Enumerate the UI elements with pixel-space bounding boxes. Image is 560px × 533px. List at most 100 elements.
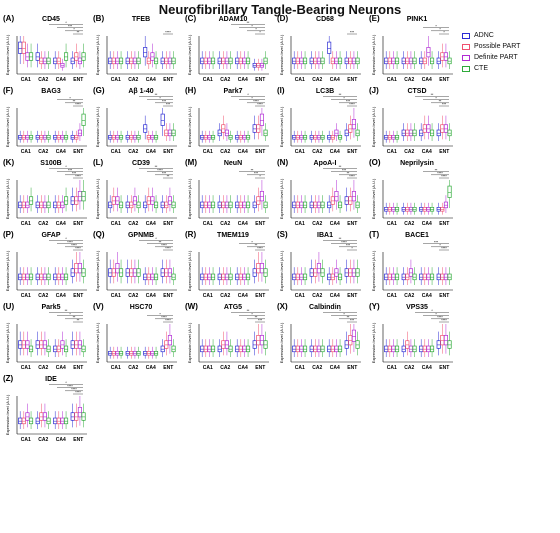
x-tick-label: CA1 <box>295 77 305 83</box>
significance-label: *** <box>346 244 351 248</box>
box-definite-part <box>25 412 30 421</box>
significance-label: **** <box>253 100 259 104</box>
box-adnc <box>143 47 148 58</box>
box-definite-part <box>25 340 30 349</box>
x-tick-label: CA4 <box>238 293 248 299</box>
panel-title: CD68 <box>316 16 334 23</box>
significance-label: **** <box>349 103 355 107</box>
x-tick-label: CA4 <box>146 365 156 371</box>
legend-item: Possible PART <box>462 41 560 52</box>
significance-label: **** <box>71 388 77 392</box>
significance-label: **** <box>257 103 263 107</box>
x-tick-label: CA2 <box>404 293 414 299</box>
significance-label: * <box>65 381 67 385</box>
box-cte <box>119 268 124 277</box>
panel-letter: (R) <box>185 230 196 239</box>
panel-pink1: (E) PINK1 Expression level (A.U.) CA1 CA2 CA4… <box>369 14 453 83</box>
panel-title: GFAP <box>41 232 60 239</box>
box-cte <box>81 268 86 277</box>
panel-letter: (F) <box>3 86 14 95</box>
x-tick-label: ENT <box>255 149 265 155</box>
panel-title: IDE <box>45 376 57 383</box>
x-tick-label: CA2 <box>312 221 322 227</box>
significance-label: ** <box>431 93 434 97</box>
box-definite-part <box>77 407 82 418</box>
significance-label: ** <box>251 168 254 172</box>
x-tick-label: ENT <box>347 221 357 227</box>
significance-label: * <box>247 93 249 97</box>
panel-title: BACE1 <box>405 232 429 239</box>
significance-label: * <box>259 175 261 179</box>
y-axis-label: Expression level (A.U.) <box>371 250 376 291</box>
y-axis-label: Expression level (A.U.) <box>279 34 284 75</box>
x-tick-label: ENT <box>73 437 83 443</box>
panel-title: IBA1 <box>317 232 333 239</box>
x-tick-label: CA2 <box>128 149 138 155</box>
box-possible-part <box>74 412 79 421</box>
y-axis-label: Expression level (A.U.) <box>371 106 376 147</box>
x-tick-label: CA2 <box>312 149 322 155</box>
box-possible-part <box>330 196 335 205</box>
box-adnc <box>70 340 75 349</box>
panel-title: HSC70 <box>130 304 153 311</box>
significance-label: **** <box>441 247 447 251</box>
panel-letter: (K) <box>3 158 14 167</box>
box-adnc <box>35 52 40 61</box>
box-adnc <box>35 340 40 349</box>
box-adnc <box>309 268 314 277</box>
x-tick-label: CA1 <box>387 293 397 299</box>
box-definite-part <box>259 113 264 126</box>
y-axis-label: Expression level (A.U.) <box>5 322 10 363</box>
x-tick-label: CA1 <box>21 221 31 227</box>
panel-title: PINK1 <box>407 16 428 23</box>
significance-label: * <box>159 312 161 316</box>
box-cte <box>81 191 86 202</box>
significance-label: * <box>251 96 253 100</box>
x-tick-label: CA4 <box>56 149 66 155</box>
box-definite-part <box>77 340 82 349</box>
y-axis-label: Expression level (A.U.) <box>187 250 192 291</box>
significance-label: **** <box>437 172 443 176</box>
panel-title: Park7 <box>223 88 242 95</box>
panel-letter: (O) <box>369 158 381 167</box>
box-adnc <box>125 268 130 277</box>
y-axis-label: Expression level (A.U.) <box>95 178 100 219</box>
x-tick-label: CA2 <box>220 149 230 155</box>
significance-label: * <box>339 309 341 313</box>
y-axis-label: Expression level (A.U.) <box>371 34 376 75</box>
significance-label: ** <box>347 172 350 176</box>
box-definite-part <box>60 340 65 349</box>
x-tick-label: ENT <box>255 77 265 83</box>
significance-label: ** <box>435 168 438 172</box>
box-possible-part <box>256 263 261 274</box>
box-possible-part <box>39 340 44 349</box>
x-tick-label: CA4 <box>422 293 432 299</box>
panel-letter: (S) <box>277 230 288 239</box>
box-possible-part <box>313 268 318 277</box>
box-possible-part <box>348 335 353 346</box>
box-definite-part <box>167 268 172 277</box>
panel-title: CD39 <box>132 160 150 167</box>
box-definite-part <box>334 191 339 202</box>
x-tick-label: CA1 <box>21 365 31 371</box>
panel-title: ApoA-I <box>314 160 337 167</box>
panel-ctsd: (J) CTSD Expression level (A.U.) CA1 CA2 CA4 E… <box>369 86 453 155</box>
box-definite-part <box>42 340 47 349</box>
significance-label: **** <box>341 240 347 244</box>
legend-label: CTE <box>474 65 488 72</box>
x-tick-label: CA2 <box>404 365 414 371</box>
panel-bag3: (F) BAG3 Expression level (A.U.) CA1 CA2 CA4 E… <box>3 86 87 155</box>
significance-label: **** <box>75 175 81 179</box>
box-cte <box>81 52 86 61</box>
x-tick-label: CA4 <box>330 293 340 299</box>
box-adnc <box>436 340 441 349</box>
x-tick-label: CA4 <box>56 293 66 299</box>
x-tick-label: CA4 <box>422 149 432 155</box>
panel-hsc70: (V) HSC70 Expression level (A.U.) CA1 CA2 CA4… <box>93 302 177 371</box>
x-tick-label: CA1 <box>21 77 31 83</box>
box-definite-part <box>224 340 229 349</box>
box-possible-part <box>440 335 445 346</box>
figure-title: Neurofibrillary Tangle-Bearing Neurons <box>158 2 402 17</box>
panel-letter: (A) <box>3 14 14 23</box>
y-axis-label: Expression level (A.U.) <box>5 34 10 75</box>
